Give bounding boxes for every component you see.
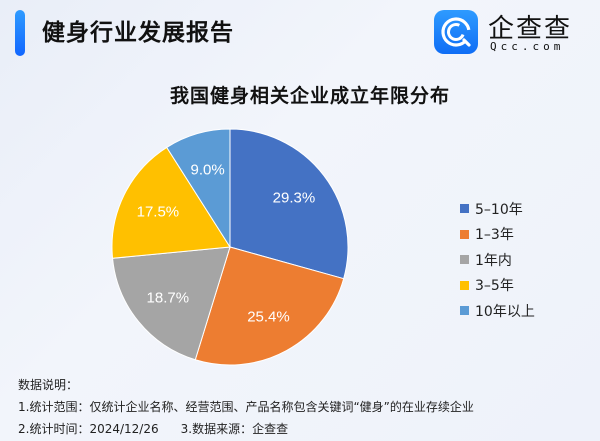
pie-slice [111,146,231,259]
slice-label: 25.4% [247,308,290,326]
notes-heading: 数据说明： [18,378,79,392]
notes-scope: 1.统计范围：仅统计企业名称、经营范围、产品名称包含关键词“健身”的在业存续企业 [18,400,474,414]
report-header: 健身行业发展报告 企查查 Qcc.com [0,0,600,62]
logo-text-en: Qcc.com [490,40,565,53]
legend-swatch [460,280,469,290]
chart-title: 我国健身相关企业成立年限分布 [169,85,450,107]
pie-slice [111,246,231,361]
legend-swatch [460,306,469,316]
legend-swatch [460,255,469,265]
legend-item: 1–3年 [460,222,535,248]
legend-swatch [460,204,469,214]
slice-label: 29.3% [272,189,316,207]
legend-item: 3–5年 [460,273,535,299]
report-title: 健身行业发展报告 [42,20,234,46]
slice-label: 17.5% [136,203,180,221]
pie-slice [229,128,349,280]
data-notes: 数据说明： 1.统计范围：仅统计企业名称、经营范围、产品名称包含关键词“健身”的… [18,374,474,440]
chart-legend: 5–10年 1–3年 1年内 3–5年 10年以上 [460,196,535,324]
qcc-logo: 企查查 Qcc.com [434,10,594,56]
legend-item: 1年内 [460,247,535,273]
qcc-logo-icon [434,10,478,54]
title-accent-bar [15,10,25,56]
notes-time-source: 2.统计时间：2024/12/26 3.数据来源：企查查 [18,422,289,436]
legend-swatch [460,229,469,239]
pie-slice [194,246,345,366]
pie-slice [166,128,231,249]
legend-item: 5–10年 [460,196,535,222]
slice-label: 18.7% [146,289,190,307]
legend-item: 10年以上 [460,298,535,324]
slice-label: 9.0% [190,161,225,179]
logo-text-cn: 企查查 [488,14,573,44]
